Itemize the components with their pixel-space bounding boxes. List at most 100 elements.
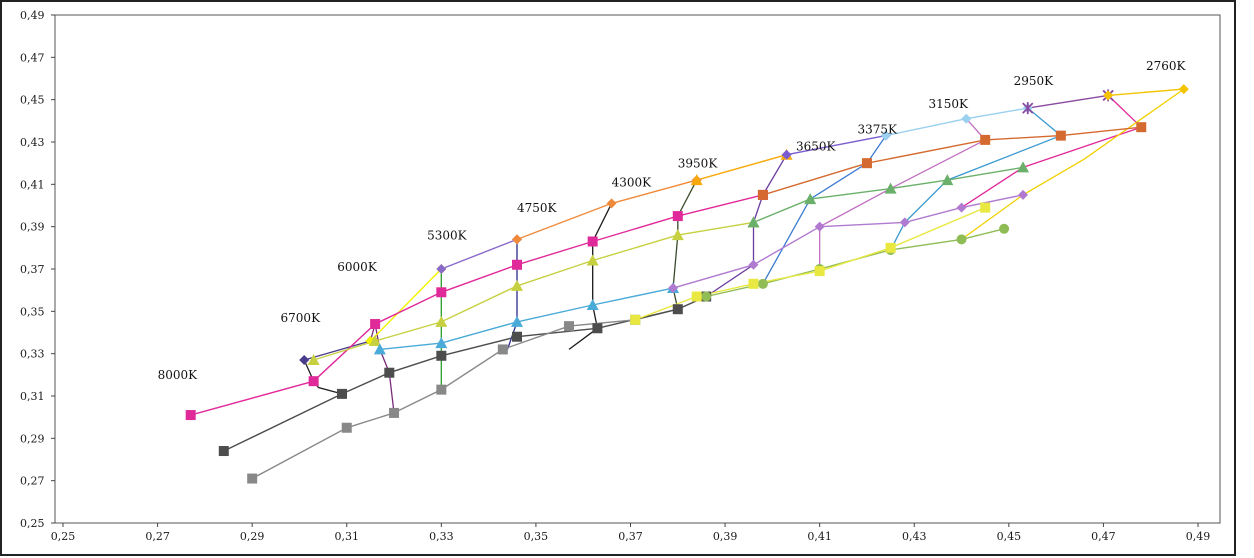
data-point	[747, 216, 760, 228]
y-tick-label: 0,39	[20, 221, 45, 234]
data-point	[1136, 122, 1147, 133]
x-tick-label: 0,49	[1186, 530, 1211, 543]
x-tick-label: 0,43	[902, 530, 927, 543]
data-point	[436, 350, 447, 361]
data-point	[880, 130, 891, 141]
series-line	[672, 194, 1024, 289]
cct-label: 6000K	[337, 260, 378, 274]
x-tick-label: 0,45	[997, 530, 1022, 543]
data-point	[941, 174, 954, 186]
series-line	[786, 134, 887, 156]
data-point	[1017, 161, 1030, 173]
y-tick-label: 0,27	[20, 475, 45, 488]
cct-label: 3950K	[678, 156, 719, 170]
series-line	[223, 295, 707, 452]
data-point	[299, 355, 310, 366]
data-point	[435, 315, 448, 327]
data-point	[804, 193, 817, 205]
data-point	[341, 422, 352, 433]
data-point	[436, 287, 447, 298]
series-line	[304, 340, 371, 361]
cct-label: 6700K	[281, 311, 322, 325]
data-point	[861, 158, 872, 169]
isotherm-line	[961, 94, 1143, 209]
series-line	[1108, 88, 1184, 97]
y-tick-label: 0,49	[20, 9, 45, 22]
data-point	[757, 189, 768, 200]
y-tick-label: 0,31	[20, 390, 45, 403]
y-tick-label: 0,47	[20, 51, 45, 64]
data-point	[701, 291, 712, 302]
cct-label: 3375K	[858, 123, 899, 137]
data-point	[980, 134, 991, 145]
series-line	[1027, 94, 1109, 109]
data-point	[671, 229, 684, 241]
data-point	[814, 266, 825, 277]
data-point	[308, 376, 319, 387]
data-point	[748, 259, 759, 270]
y-tick-label: 0,43	[20, 136, 45, 149]
y-tick-label: 0,25	[20, 517, 45, 530]
cct-labels: 8000K 6700K 6000K 5300K 4750K 4300K 3950K 3650K…	[158, 59, 1187, 382]
data-point	[307, 354, 320, 366]
data-point	[885, 242, 896, 253]
data-point	[497, 344, 508, 355]
x-tick-label: 0,47	[1091, 530, 1116, 543]
data-point	[511, 315, 523, 327]
cct-label: 4750K	[517, 201, 558, 215]
series-line	[441, 238, 518, 270]
series-line	[369, 268, 442, 342]
x-tick-label: 0,27	[145, 530, 170, 543]
x-tick-label: 0,29	[240, 530, 265, 543]
data-point	[1022, 102, 1034, 115]
y-tick-label: 0,29	[20, 432, 45, 445]
data-point	[247, 473, 258, 484]
data-point	[511, 279, 523, 291]
x-tick-label: 0,41	[807, 530, 832, 543]
cct-label: 5300K	[427, 228, 468, 242]
data-point	[370, 319, 381, 330]
data-point	[999, 223, 1010, 234]
data-point	[436, 264, 447, 274]
data-point	[369, 334, 382, 346]
data-point	[781, 149, 792, 160]
cct-label: 4300K	[612, 175, 653, 189]
data-point	[956, 234, 967, 245]
y-tick-label: 0,33	[20, 348, 45, 361]
isotherm-line	[961, 88, 1185, 240]
y-tick-label: 0,35	[20, 305, 45, 318]
data-point	[435, 337, 448, 349]
data-point	[691, 291, 702, 302]
data-point	[630, 314, 641, 325]
data-point	[899, 217, 910, 228]
axis-ticks: 0,25 0,27 0,29 0,31 0,33 0,35 0,37 0,39 0,41 0,43…	[20, 9, 1210, 543]
x-tick-label: 0,25	[51, 530, 76, 543]
data-point	[587, 236, 598, 247]
series-line	[634, 206, 986, 321]
data-point	[586, 254, 599, 266]
data-point	[384, 367, 395, 378]
cct-label: 2950K	[1014, 74, 1055, 88]
data-point	[748, 278, 759, 289]
isotherm-line	[762, 135, 887, 285]
data-point	[672, 211, 683, 222]
data-point	[389, 407, 400, 418]
cct-label: 3150K	[928, 97, 969, 111]
data-point	[373, 343, 386, 355]
data-point	[814, 221, 825, 232]
data-point	[672, 304, 683, 315]
plot-area	[54, 14, 1221, 524]
data-point	[1055, 130, 1066, 141]
data-point	[956, 202, 967, 213]
data-point	[586, 298, 599, 310]
data-series	[185, 84, 1189, 484]
cct-label: 3650K	[796, 139, 837, 153]
data-point	[1103, 90, 1114, 101]
x-tick-label: 0,31	[335, 530, 360, 543]
data-point	[337, 388, 348, 399]
data-point	[436, 384, 447, 395]
data-point	[218, 446, 229, 457]
x-tick-label: 0,39	[713, 530, 738, 543]
